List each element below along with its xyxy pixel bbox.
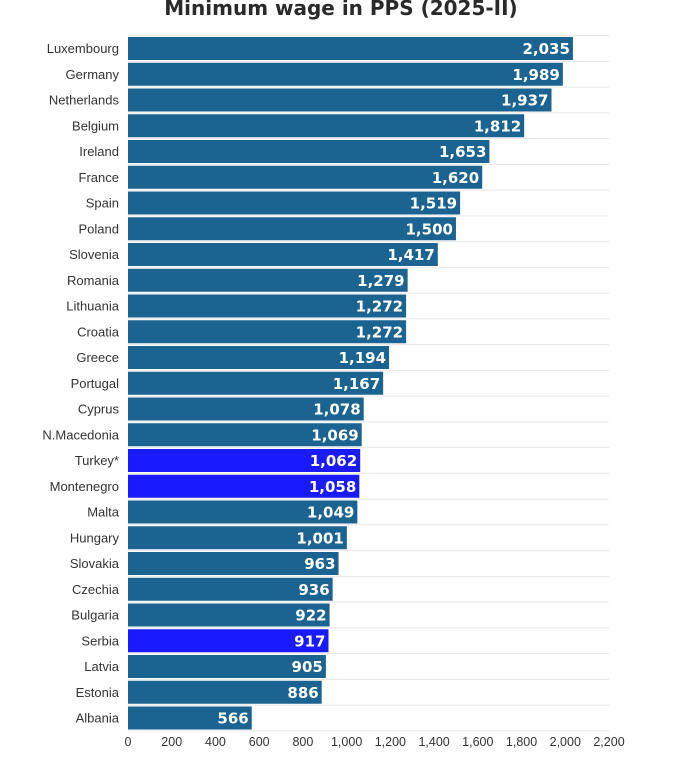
x-tick-label: 1,800 xyxy=(506,735,537,749)
data-label: 1,279 xyxy=(357,272,404,290)
category-label: Croatia xyxy=(77,324,120,339)
x-tick-label: 1,600 xyxy=(462,735,493,749)
bar xyxy=(128,191,461,215)
bar xyxy=(128,500,358,524)
bar-highlighted xyxy=(128,474,360,498)
data-label: 905 xyxy=(292,658,323,676)
data-label: 917 xyxy=(294,632,325,650)
data-label: 1,989 xyxy=(512,66,559,84)
bar xyxy=(128,62,563,86)
bar xyxy=(128,706,252,730)
data-label: 1,049 xyxy=(307,504,354,522)
category-label: Romania xyxy=(67,273,120,288)
bar-highlighted xyxy=(128,629,329,653)
data-label: 963 xyxy=(304,555,335,573)
data-label: 936 xyxy=(298,581,329,599)
category-label: Luxembourg xyxy=(47,41,119,56)
category-label: Albania xyxy=(76,711,120,726)
category-label: Hungary xyxy=(70,530,120,545)
x-tick-label: 800 xyxy=(292,735,313,749)
data-label: 1,653 xyxy=(439,143,486,161)
bar xyxy=(128,526,347,550)
category-label: Serbia xyxy=(81,633,119,648)
data-label: 1,272 xyxy=(356,323,403,341)
bar xyxy=(128,577,333,601)
category-label: Slovakia xyxy=(70,556,120,571)
category-label: Netherlands xyxy=(49,93,120,108)
category-label: Cyprus xyxy=(78,402,120,417)
bar xyxy=(128,320,407,344)
category-label: France xyxy=(79,170,119,185)
data-label: 1,519 xyxy=(410,195,457,213)
x-tick-label: 600 xyxy=(249,735,270,749)
data-label: 1,058 xyxy=(309,478,356,496)
category-label: Latvia xyxy=(84,659,119,674)
x-tick-label: 200 xyxy=(161,735,182,749)
data-label: 1,001 xyxy=(296,529,343,547)
category-label: Slovenia xyxy=(69,247,120,262)
x-tick-label: 0 xyxy=(125,735,132,749)
bar xyxy=(128,603,330,627)
x-tick-label: 1,400 xyxy=(418,735,449,749)
data-label: 1,272 xyxy=(356,298,403,316)
data-label: 1,937 xyxy=(501,92,548,110)
x-tick-label: 2,000 xyxy=(550,735,581,749)
bar xyxy=(128,217,456,241)
x-tick-label: 1,000 xyxy=(331,735,362,749)
bar xyxy=(128,346,390,369)
category-label: Germany xyxy=(66,67,120,82)
bar xyxy=(128,397,364,421)
data-label: 922 xyxy=(295,607,326,625)
category-label: Ireland xyxy=(79,144,119,159)
bar xyxy=(128,165,483,189)
x-tick-label: 400 xyxy=(205,735,226,749)
bar xyxy=(128,371,384,395)
category-label: Belgium xyxy=(72,118,119,133)
bar xyxy=(128,655,326,678)
category-label: Czechia xyxy=(72,582,120,597)
data-label: 1,069 xyxy=(311,426,358,444)
bar xyxy=(128,114,525,138)
category-label: Poland xyxy=(79,221,119,236)
category-label: Spain xyxy=(86,196,119,211)
data-label: 1,500 xyxy=(406,220,453,238)
bar xyxy=(128,140,490,163)
bar xyxy=(128,423,362,447)
chart-title: Minimum wage in PPS (2025-II) xyxy=(164,0,518,20)
data-label: 1,417 xyxy=(387,246,434,264)
category-label: N.Macedonia xyxy=(42,427,119,442)
bar xyxy=(128,243,438,266)
bar xyxy=(128,37,573,60)
data-label: 1,620 xyxy=(432,169,479,187)
data-label: 1,078 xyxy=(313,401,360,419)
category-label: Estonia xyxy=(76,685,120,700)
bar-highlighted xyxy=(128,449,361,472)
x-tick-label: 2,200 xyxy=(593,735,624,749)
category-label: Turkey* xyxy=(75,453,119,468)
bar xyxy=(128,88,552,112)
category-label: Malta xyxy=(87,505,120,520)
bar xyxy=(128,294,407,318)
bar xyxy=(128,268,408,292)
category-label: Montenegro xyxy=(50,479,119,494)
data-label: 1,167 xyxy=(333,375,380,393)
category-label: Greece xyxy=(76,350,119,365)
data-label: 1,194 xyxy=(339,349,386,367)
data-label: 1,062 xyxy=(310,452,357,470)
bar xyxy=(128,552,339,575)
bar xyxy=(128,680,322,704)
data-label: 2,035 xyxy=(522,40,569,58)
data-label: 1,812 xyxy=(474,117,521,135)
x-tick-label: 1,200 xyxy=(375,735,406,749)
category-label: Portugal xyxy=(71,376,120,391)
data-label: 566 xyxy=(217,710,248,728)
category-label: Lithuania xyxy=(66,299,120,314)
data-label: 886 xyxy=(287,684,318,702)
category-label: Bulgaria xyxy=(71,608,119,623)
